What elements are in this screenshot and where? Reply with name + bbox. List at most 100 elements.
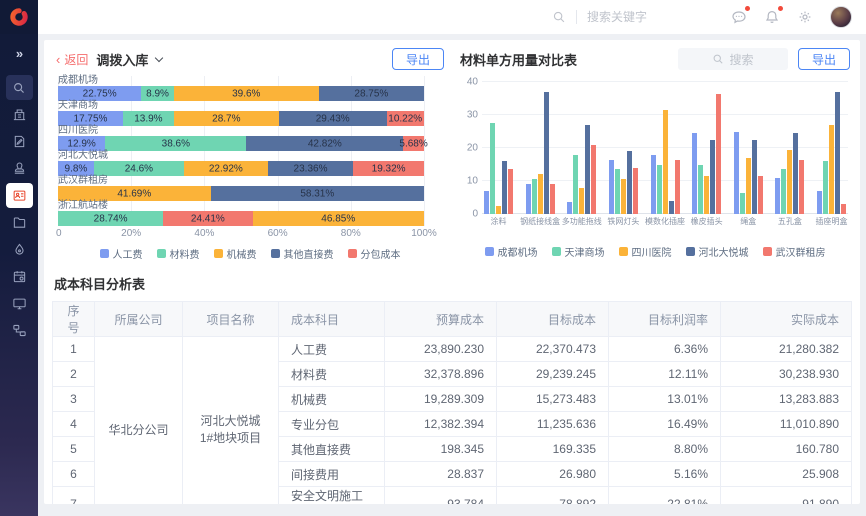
table-row: 6 间接费用 28.837 26.980 5.16% 25.908: [52, 461, 852, 487]
legend-swatch: [213, 249, 223, 258]
category-label: 成都机场: [58, 75, 98, 86]
bar: [787, 149, 793, 214]
app-logo[interactable]: [0, 0, 38, 34]
bar: [537, 174, 543, 214]
export-button-right[interactable]: 导出: [797, 48, 850, 70]
table-row: 2 材料费 32,378.896 29,239.245 12.11% 30,238.930: [52, 361, 852, 387]
bar: [525, 184, 531, 214]
monitor-icon[interactable]: [6, 291, 33, 316]
brand-c-icon: [10, 8, 28, 26]
messages-icon[interactable]: [731, 6, 750, 25]
legend-label: 四川医院: [631, 248, 672, 259]
legend-item[interactable]: 四川医院: [618, 244, 672, 259]
bar: [757, 176, 763, 214]
legend-item[interactable]: 人工费: [99, 246, 143, 261]
global-search[interactable]: [552, 10, 679, 24]
bar-segment: 28.74%: [58, 211, 164, 226]
category-label: 浙江航站楼: [58, 200, 108, 211]
chart-legend: 成都机场 天津商场 四川医院 河北大悦城 武汉群租房: [460, 244, 850, 259]
cell-rate: 12.11%: [608, 361, 721, 387]
droplet-icon[interactable]: [6, 237, 33, 262]
stamp-icon[interactable]: [6, 156, 33, 181]
bar: [585, 124, 591, 214]
cell-target: 26.980: [496, 461, 609, 487]
double-chevron-right-icon[interactable]: »: [15, 46, 23, 61]
bar: [496, 205, 501, 214]
x-tick-label: 60%: [267, 228, 288, 239]
id-card-icon[interactable]: [5, 183, 33, 208]
cell-actual: 30,238.930: [720, 361, 852, 387]
column-header: 所属公司: [94, 301, 183, 337]
legend-label: 河北大悦城: [698, 248, 749, 259]
gridline: [424, 76, 425, 226]
legend-item[interactable]: 材料费: [156, 246, 200, 261]
cell-rate: 16.49%: [608, 411, 721, 437]
bar: [739, 192, 745, 214]
bar: [775, 177, 781, 214]
y-tick-label: 10: [466, 175, 478, 187]
legend-item[interactable]: 武汉群租房: [762, 244, 826, 259]
sidebar-search-icon[interactable]: [5, 75, 33, 100]
report-title-dropdown[interactable]: 调拨入库: [96, 50, 164, 69]
back-link[interactable]: ‹ 返回: [56, 51, 88, 68]
segment-value: 24.41%: [190, 213, 225, 224]
stacked-bar: 17.75% 13.9% 28.7% 29.43% 10.22%: [58, 111, 424, 126]
bar-group: 五孔盒: [775, 82, 805, 226]
document-edit-icon[interactable]: [6, 129, 33, 154]
x-tick-label: 40%: [194, 228, 215, 239]
category-label: 模数化插座: [645, 217, 685, 226]
cost-analysis-table: 序号 所属公司 项目名称 成本科目 预算成本 目标成本 目标利润率 实际成本 1 华北分公司 河北…: [52, 301, 852, 504]
bar: [531, 179, 537, 214]
legend-item[interactable]: 河北大悦城: [685, 244, 749, 259]
search-placeholder: 搜索: [729, 52, 754, 67]
segment-value: 28.75%: [354, 88, 389, 99]
cell-subject: 专业分包: [278, 411, 385, 437]
column-header: 成本科目: [278, 301, 385, 337]
search-input[interactable]: [587, 10, 679, 24]
table-row: 1 华北分公司 河北大悦城1#地块项目 人工费 23,890.230 22,370.473…: [52, 336, 852, 504]
export-button-left[interactable]: 导出: [391, 48, 444, 70]
legend-item[interactable]: 成都机场: [484, 244, 538, 259]
avatar[interactable]: [830, 6, 852, 28]
column-header: 项目名称: [182, 301, 279, 337]
segment-value: 10.22%: [388, 113, 423, 124]
building-icon[interactable]: [6, 102, 33, 127]
x-tick-label: 20%: [121, 228, 142, 239]
chart-legend: 人工费 材料费 机械费 其他直接费 分包成本: [56, 246, 444, 261]
bar-group: 橡皮插头: [691, 82, 723, 226]
calendar-gear-icon[interactable]: [6, 264, 33, 289]
legend-item[interactable]: 机械费: [213, 246, 257, 261]
bar-segment: 29.43%: [278, 111, 387, 126]
y-tick-label: 20: [466, 142, 478, 154]
legend-item[interactable]: 分包成本: [347, 246, 401, 261]
bar-segment: 12.9%: [58, 136, 106, 151]
bar: [502, 161, 507, 214]
gridline: [58, 76, 59, 226]
segment-value: 58.31%: [300, 188, 335, 199]
bar-segment: 5.68%: [399, 136, 428, 151]
y-tick-label: 0: [472, 208, 478, 220]
bar-groups: 涂料 钢纸接线盒 多功能拖线 铁网灯头 模数化插座 橡皮插头 绳盒 五孔盒 插座明盒: [484, 82, 848, 226]
legend-swatch: [270, 249, 280, 258]
bar-segment: 28.7%: [173, 111, 279, 126]
legend-item[interactable]: 天津商场: [551, 244, 605, 259]
gridline: [277, 76, 279, 226]
folder-icon[interactable]: [6, 210, 33, 235]
segment-value: 5.68%: [399, 138, 428, 149]
notifications-icon[interactable]: [764, 6, 783, 25]
panel-search-input[interactable]: 搜索: [677, 48, 788, 70]
bar-group: 绳盒: [733, 82, 763, 226]
bar: [591, 144, 597, 214]
legend-item[interactable]: 其他直接费: [270, 246, 334, 261]
settings-gear-icon[interactable]: [797, 9, 813, 25]
bar: [567, 202, 573, 214]
cell-actual: 91.890: [720, 486, 852, 504]
column-header: 目标成本: [496, 301, 609, 337]
category-label: 四川医院: [58, 125, 98, 136]
bar: [692, 133, 698, 214]
legend-swatch: [762, 247, 772, 256]
bar-segment: 23.36%: [267, 161, 354, 176]
bar: [698, 164, 704, 214]
workflow-icon[interactable]: [6, 318, 33, 343]
cell-target: 15,273.483: [496, 386, 609, 412]
